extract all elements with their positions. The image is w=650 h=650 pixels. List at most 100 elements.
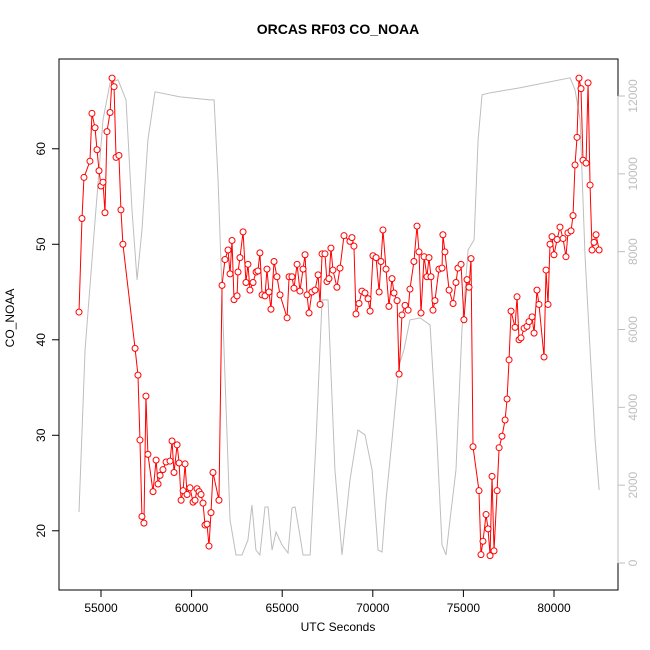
data-point: [249, 278, 257, 286]
data-point: [314, 271, 322, 279]
data-point: [173, 441, 181, 449]
data-point: [270, 257, 278, 265]
data-point: [283, 314, 291, 322]
chart-title: ORCAS RF03 CO_NOAA: [257, 21, 420, 37]
data-point: [582, 159, 590, 167]
data-point: [246, 286, 254, 294]
data-point: [301, 251, 309, 259]
y2-tick-label: 12000: [626, 79, 640, 113]
data-point: [115, 151, 123, 159]
y2-tick-label: 2000: [626, 471, 640, 498]
x-tick-label: 70000: [356, 601, 390, 615]
data-point: [484, 525, 492, 533]
data-point: [425, 254, 433, 262]
data-point: [548, 233, 556, 241]
data-point: [569, 212, 577, 220]
data-point: [415, 248, 423, 256]
data-point: [215, 496, 223, 504]
data-point: [498, 432, 506, 440]
data-point: [517, 334, 525, 342]
data-point: [221, 256, 229, 264]
data-point: [438, 264, 446, 272]
data-point: [117, 206, 125, 214]
data-point: [452, 278, 460, 286]
data-point: [445, 286, 453, 294]
data-point: [477, 551, 485, 559]
data-point: [586, 181, 594, 189]
data-point: [325, 275, 333, 283]
y-tick-label: 50: [34, 237, 48, 251]
data-point: [316, 300, 324, 308]
data-point: [166, 457, 174, 465]
data-point: [465, 283, 473, 291]
x-tick-label: 60000: [175, 601, 209, 615]
data-point: [493, 487, 501, 495]
data-point: [559, 235, 567, 243]
data-point: [348, 234, 356, 242]
data-point: [388, 275, 396, 283]
data-point: [364, 295, 372, 303]
data-point: [530, 329, 538, 337]
data-point: [333, 283, 341, 291]
data-point: [406, 285, 414, 293]
data-point: [140, 519, 148, 527]
data-point: [398, 311, 406, 319]
data-point: [329, 266, 337, 274]
data-point: [413, 222, 421, 230]
data-point: [239, 228, 247, 236]
data-point: [544, 300, 552, 308]
data-point: [144, 450, 152, 458]
data-point: [218, 281, 226, 289]
data-point: [103, 128, 111, 136]
data-point: [355, 299, 363, 307]
data-point: [138, 512, 146, 520]
data-point: [101, 209, 109, 217]
data-point: [350, 242, 358, 250]
data-point: [273, 273, 281, 281]
data-point: [256, 249, 264, 257]
data-point: [203, 520, 211, 528]
x-tick-label: 80000: [537, 601, 571, 615]
data-point: [99, 178, 107, 186]
data-point: [199, 499, 207, 507]
data-point: [528, 313, 536, 321]
y2-tick-label: 8000: [626, 238, 640, 265]
data-point: [119, 240, 127, 248]
y-tick-label: 30: [34, 428, 48, 442]
data-point: [379, 226, 387, 234]
data-point: [254, 267, 262, 275]
data-point: [108, 74, 116, 82]
data-point: [305, 309, 313, 317]
data-point: [427, 273, 435, 281]
data-point: [106, 108, 114, 116]
data-point: [183, 490, 191, 498]
data-point: [429, 306, 437, 314]
data-point: [507, 307, 515, 315]
data-point: [573, 133, 581, 141]
data-point: [385, 302, 393, 310]
data-point: [236, 254, 244, 262]
data-point: [390, 289, 398, 297]
data-point: [441, 248, 449, 256]
y-axis-label: CO_NOAA: [3, 289, 17, 348]
data-point: [513, 293, 521, 301]
data-point: [321, 250, 329, 258]
data-point: [181, 460, 189, 468]
data-point: [244, 260, 252, 268]
data-point: [336, 264, 344, 272]
x-tick-label: 65000: [266, 601, 300, 615]
data-point: [91, 124, 99, 132]
data-point: [439, 231, 447, 239]
data-point: [533, 286, 541, 294]
data-point: [592, 231, 600, 239]
data-point: [86, 157, 94, 165]
data-point: [546, 240, 554, 248]
data-point: [186, 484, 194, 492]
data-point: [482, 511, 490, 519]
data-point: [290, 284, 298, 292]
y2-tick-label: 6000: [626, 316, 640, 343]
data-point: [242, 278, 250, 286]
data-point: [263, 265, 271, 273]
data-point: [366, 307, 374, 315]
